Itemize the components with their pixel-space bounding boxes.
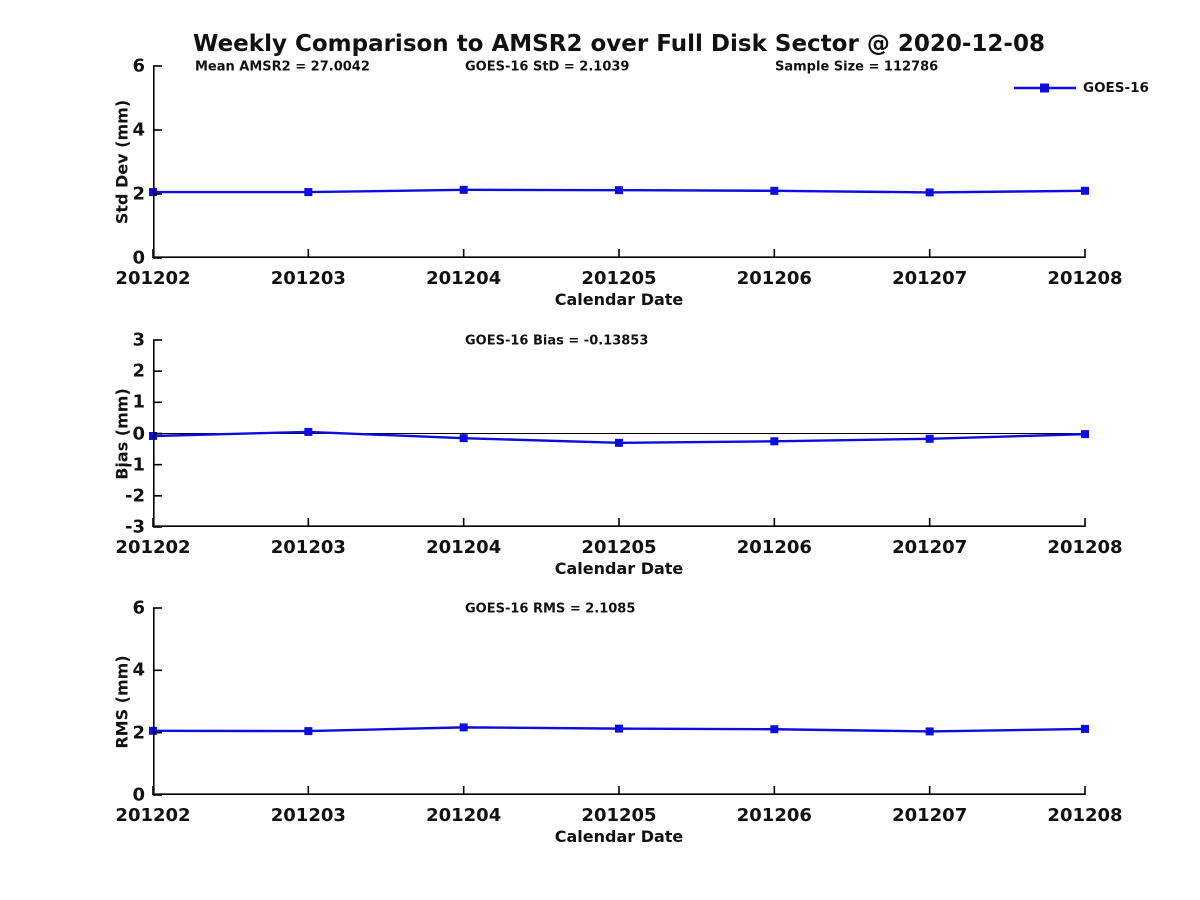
y-tick-label: 6 xyxy=(132,597,145,619)
data-point-marker xyxy=(459,185,468,194)
x-tick-label: 201204 xyxy=(426,805,502,826)
x-tick-label: 201204 xyxy=(426,537,502,558)
data-point-marker xyxy=(304,188,313,197)
data-point-marker xyxy=(770,437,779,446)
y-tick-label: 4 xyxy=(132,119,145,141)
y-tick-label: 0 xyxy=(132,784,145,806)
y-tick-label: 4 xyxy=(132,659,145,681)
data-point-marker xyxy=(615,438,623,447)
x-tick-label: 201207 xyxy=(892,268,968,289)
plot-area xyxy=(149,65,1089,259)
annotation: GOES-16 RMS = 2.1085 xyxy=(465,601,636,617)
y-tick-label: 2 xyxy=(132,183,145,205)
data-point-marker xyxy=(925,727,934,736)
data-point-marker xyxy=(770,186,779,195)
data-point-marker xyxy=(1081,186,1089,195)
x-tick-label: 201205 xyxy=(581,537,657,558)
y-axis-label: RMS (mm) xyxy=(112,654,132,749)
annotation: Sample Size = 112786 xyxy=(775,59,939,75)
x-tick-label: 201202 xyxy=(115,268,191,289)
y-axis-label: Bias (mm) xyxy=(112,387,132,480)
y-tick-label: 1 xyxy=(132,391,145,413)
x-tick-label: 201203 xyxy=(270,537,346,558)
x-axis-label: Calendar Date xyxy=(554,827,684,846)
plot-area xyxy=(149,607,1089,796)
data-point-marker xyxy=(304,727,313,736)
x-tick-label: 201204 xyxy=(426,268,502,289)
x-tick-label: 201206 xyxy=(736,268,812,289)
data-point-marker xyxy=(925,188,934,197)
legend-marker-icon xyxy=(1040,83,1049,93)
x-tick-label: 201208 xyxy=(1047,805,1123,826)
data-point-marker xyxy=(1081,430,1089,439)
data-point-marker xyxy=(770,725,779,734)
x-axis-label: Calendar Date xyxy=(554,290,684,309)
x-tick-label: 201208 xyxy=(1047,268,1123,289)
annotation: Mean AMSR2 = 27.0042 xyxy=(195,59,370,75)
y-tick-label: 0 xyxy=(132,247,145,269)
data-point-marker xyxy=(459,723,468,732)
legend: GOES-16 xyxy=(1013,80,1149,96)
data-point-marker xyxy=(615,724,623,733)
x-tick-label: 201206 xyxy=(736,805,812,826)
legend-label: GOES-16 xyxy=(1083,80,1149,96)
y-tick-label: 3 xyxy=(132,329,145,351)
x-tick-label: 201202 xyxy=(115,537,191,558)
x-tick-label: 201203 xyxy=(270,268,346,289)
data-point-marker xyxy=(615,186,623,195)
y-axis-label: Std Dev (mm) xyxy=(112,99,132,225)
x-tick-label: 201206 xyxy=(736,537,812,558)
x-tick-label: 201208 xyxy=(1047,537,1123,558)
annotation: GOES-16 Bias = -0.13853 xyxy=(465,333,649,349)
plot-area xyxy=(149,339,1089,528)
x-tick-label: 201202 xyxy=(115,805,191,826)
figure-title: Weekly Comparison to AMSR2 over Full Dis… xyxy=(193,31,1045,57)
x-tick-label: 201205 xyxy=(581,805,657,826)
y-tick-label: 2 xyxy=(132,722,145,744)
legend-line-sample xyxy=(1014,83,1076,93)
data-point-marker xyxy=(925,434,934,443)
data-point-marker xyxy=(304,427,313,436)
x-tick-label: 201203 xyxy=(270,805,346,826)
x-axis-label: Calendar Date xyxy=(554,559,684,578)
y-tick-label: 2 xyxy=(132,360,145,382)
annotation: GOES-16 StD = 2.1039 xyxy=(465,59,630,75)
y-tick-label: 0 xyxy=(132,423,145,444)
x-tick-label: 201205 xyxy=(581,268,657,289)
x-tick-label: 201207 xyxy=(892,537,968,558)
y-tick-label: -2 xyxy=(125,485,145,507)
data-point-marker xyxy=(1081,724,1089,733)
y-tick-label: -1 xyxy=(125,454,145,476)
y-tick-label: -3 xyxy=(125,516,145,538)
data-point-marker xyxy=(459,434,468,443)
y-tick-label: 6 xyxy=(132,55,145,77)
x-tick-label: 201207 xyxy=(892,805,968,826)
